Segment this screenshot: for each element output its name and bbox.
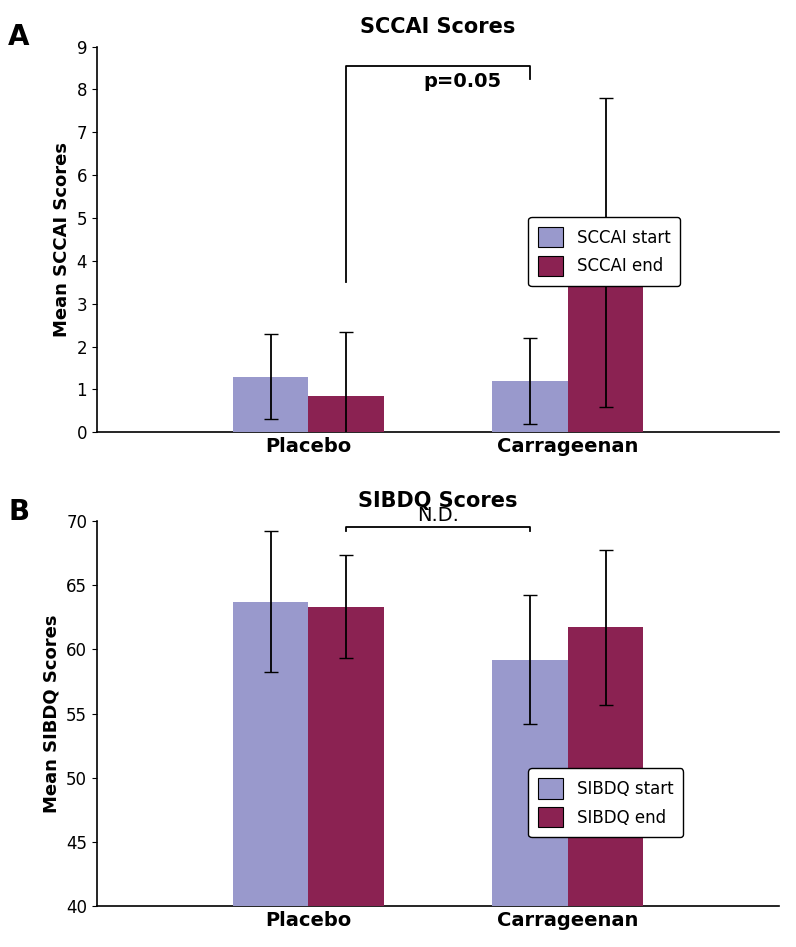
Bar (232, 601, 308, 947)
Bar (232, 377, 308, 432)
Text: N.D.: N.D. (417, 506, 459, 525)
Text: B: B (8, 497, 29, 526)
Bar (308, 396, 384, 432)
Legend: SIBDQ start, SIBDQ end: SIBDQ start, SIBDQ end (529, 768, 683, 837)
Bar (308, 607, 384, 947)
Y-axis label: Mean SIBDQ Scores: Mean SIBDQ Scores (42, 615, 60, 813)
Title: SCCAI Scores: SCCAI Scores (361, 17, 516, 37)
Bar (568, 628, 643, 947)
Title: SIBDQ Scores: SIBDQ Scores (358, 491, 518, 510)
Y-axis label: Mean SCCAI Scores: Mean SCCAI Scores (53, 142, 71, 337)
Legend: SCCAI start, SCCAI end: SCCAI start, SCCAI end (529, 217, 681, 286)
Text: A: A (8, 24, 29, 51)
Bar (568, 252, 643, 432)
Bar (493, 381, 568, 432)
Bar (493, 660, 568, 947)
Text: p=0.05: p=0.05 (423, 72, 501, 91)
